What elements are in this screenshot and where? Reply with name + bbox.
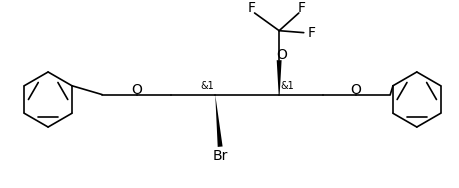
Text: F: F bbox=[298, 1, 306, 15]
Text: Br: Br bbox=[213, 149, 228, 163]
Text: F: F bbox=[308, 26, 316, 40]
Text: O: O bbox=[350, 83, 361, 97]
Text: &1: &1 bbox=[201, 81, 214, 91]
Text: F: F bbox=[247, 1, 256, 15]
Text: &1: &1 bbox=[280, 81, 294, 91]
Polygon shape bbox=[215, 95, 223, 147]
Text: O: O bbox=[277, 48, 287, 62]
Text: O: O bbox=[131, 83, 142, 97]
Polygon shape bbox=[277, 60, 282, 95]
